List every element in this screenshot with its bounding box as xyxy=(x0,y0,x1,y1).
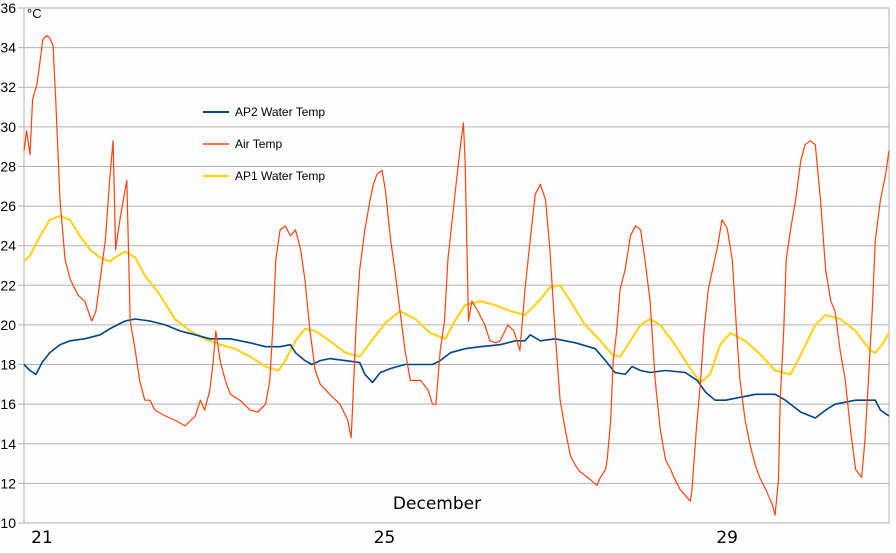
y-tick-label: 18 xyxy=(0,357,16,373)
x-axis-label: December xyxy=(393,494,481,514)
gridlines xyxy=(18,7,889,524)
y-tick-label: 10 xyxy=(0,515,16,531)
legend-label: AP2 Water Temp xyxy=(235,105,325,119)
y-tick-label: 12 xyxy=(0,475,16,491)
series-line-ap1-water-temp xyxy=(23,214,890,384)
series-line-air-temp xyxy=(23,35,890,516)
x-tick-label: 25 xyxy=(374,528,396,548)
y-tick-label: 32 xyxy=(0,79,16,95)
y-tick-label: 14 xyxy=(0,436,16,452)
x-axis-ticks: 21 25 29 xyxy=(31,528,738,548)
y-tick-label: 30 xyxy=(0,119,16,135)
legend: AP2 Water Temp Air Temp AP1 Water Temp xyxy=(203,105,325,183)
y-tick-label: 16 xyxy=(0,396,16,412)
legend-label: Air Temp xyxy=(235,137,282,151)
legend-label: AP1 Water Temp xyxy=(235,169,325,183)
x-tick-label: 29 xyxy=(716,528,738,548)
y-tick-label: 28 xyxy=(0,158,16,174)
y-tick-label: 20 xyxy=(0,317,16,333)
y-tick-label: 34 xyxy=(0,40,16,56)
y-tick-label: 22 xyxy=(0,277,16,293)
y-tick-label: 24 xyxy=(0,238,16,254)
series-lines xyxy=(23,35,890,516)
series-line-ap2-water-temp xyxy=(23,318,890,419)
y-axis-ticks: 10 12 14 16 18 20 22 24 26 28 30 32 34 36 xyxy=(0,0,16,531)
y-tick-label: 26 xyxy=(0,198,16,214)
unit-label: °C xyxy=(27,6,42,21)
x-tick-label: 21 xyxy=(31,528,53,548)
y-tick-label: 36 xyxy=(0,0,16,16)
